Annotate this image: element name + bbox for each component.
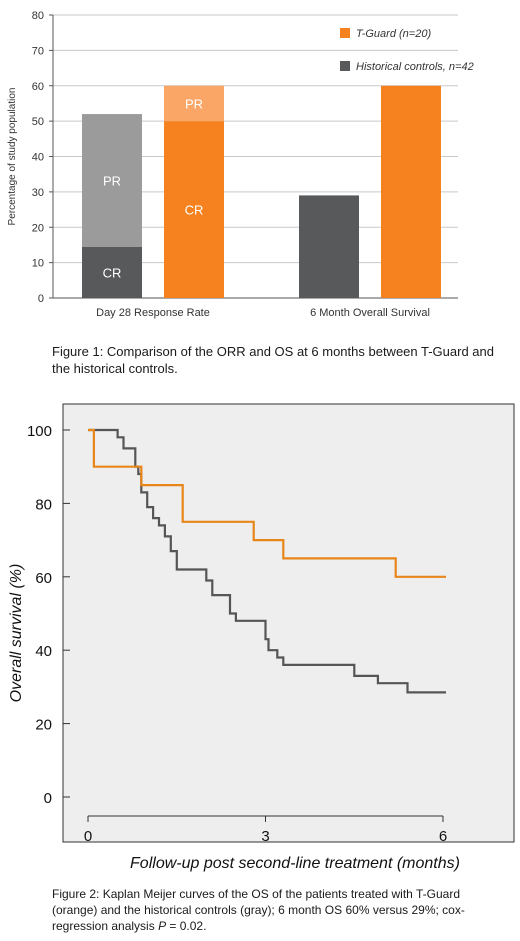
y-tick-label: 50 (32, 116, 44, 128)
x-tick-label: 6 Month Overall Survival (310, 307, 430, 319)
x-tick-label: 6 (439, 828, 447, 845)
bar-segment (381, 85, 441, 298)
bar-segment (164, 121, 224, 298)
x-tick-label: Day 28 Response Rate (96, 307, 210, 319)
bar-segment (164, 85, 224, 122)
bar-segment (299, 195, 359, 298)
bar-segment-label: PR (103, 173, 121, 188)
caption-suffix: = 0.02. (166, 919, 207, 933)
y-axis-label: Percentage of study population (7, 88, 18, 226)
bar-chart: 0 10 20 30 40 50 60 70 80 Percentage of study pop… (7, 10, 474, 319)
y-tick-label: 20 (35, 717, 52, 734)
caption-p: P (158, 919, 167, 933)
legend-label: T-Guard (n=20) (356, 28, 431, 40)
bar-segment-label: CR (103, 265, 122, 280)
y-tick-label: 20 (32, 222, 44, 234)
survival-curve (88, 428, 446, 578)
y-tick-label: 40 (32, 152, 44, 164)
figure-2-caption: Figure 2: Kaplan Meijer curves of the OS… (52, 886, 502, 934)
y-axis-label: Overall survival (%) (8, 564, 25, 703)
bar-segment (82, 114, 142, 247)
legend-swatch (340, 28, 350, 38)
y-tick-label: 70 (32, 45, 44, 57)
legend-label: Historical controls, n=42 (356, 61, 474, 73)
caption-text: Figure 2: Kaplan Meijer curves of the OS… (52, 887, 465, 933)
bar-segment-label: PR (185, 96, 203, 111)
x-tick-label: 0 (84, 828, 92, 845)
bar-segment (82, 246, 142, 298)
figure-1-caption: Figure 1: Comparison of the ORR and OS a… (52, 344, 494, 376)
y-tick-label: 0 (38, 293, 44, 305)
survival-curve (88, 428, 446, 694)
y-tick-label: 80 (32, 10, 44, 22)
plot-panel (62, 403, 515, 843)
legend: T-Guard (n=20) Historical controls, n=42 (340, 28, 474, 73)
y-tick-label: 80 (35, 496, 52, 513)
y-tick-label: 60 (32, 81, 44, 93)
y-tick-label: 30 (32, 187, 44, 199)
y-tick-label: 0 (44, 790, 52, 807)
bar-segment-label: CR (185, 203, 204, 218)
kaplan-meier-chart: 0 20 40 60 80 100 0 3 6 Follow-up post second-lin… (8, 403, 515, 872)
y-tick-label: 100 (27, 423, 52, 440)
y-tick-label: 40 (35, 643, 52, 660)
x-tick-label: 3 (261, 828, 269, 845)
x-axis-label: Follow-up post second-line treatment (mo… (130, 855, 460, 872)
y-tick-label: 10 (32, 258, 44, 270)
legend-swatch (340, 61, 350, 71)
y-tick-label: 60 (35, 570, 52, 587)
